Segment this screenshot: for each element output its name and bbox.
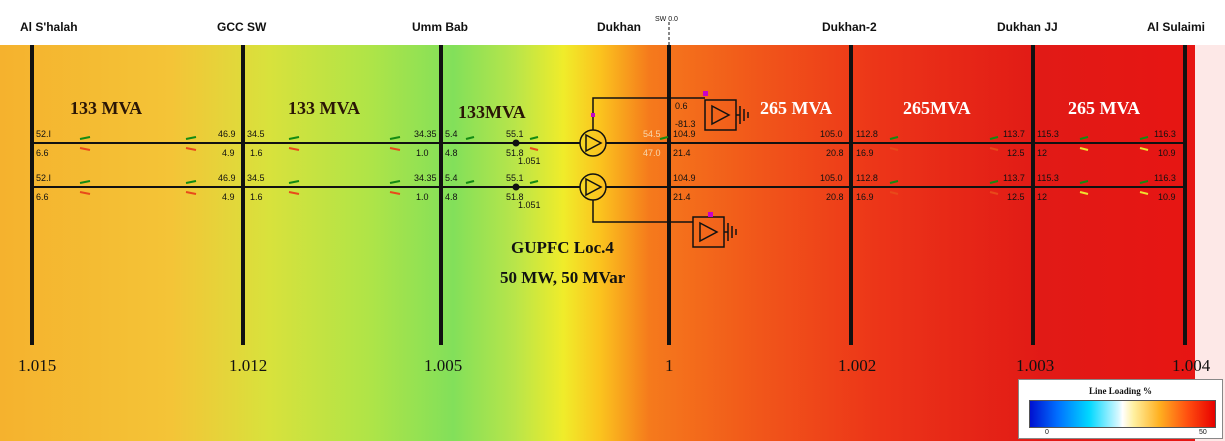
shunt-flow-value: -81.3 [675,119,696,129]
flow-value: 55.1 [506,173,524,183]
flow-value: 51.8 [506,192,524,202]
flow-value: 20.8 [826,148,844,158]
flow-value: 10.9 [1158,192,1176,202]
flow-value: 113.7 [1003,129,1025,139]
flow-value: 113.7 [1003,173,1025,183]
legend-title: Line Loading % [1088,386,1153,396]
flow-value: 105.0 [820,129,843,139]
flow-value: 16.9 [856,192,874,202]
bus-voltage-dukhan-jj: 1.003 [1016,356,1055,375]
bus-voltage-al-sulaimi: 1.004 [1172,356,1211,375]
flow-value: 116.3 [1154,129,1176,139]
flow-value: 6.6 [36,192,49,202]
line-rating: 265MVA [903,98,971,118]
flow-value: 10.9 [1158,148,1176,158]
bus-name-dukhan-jj: Dukhan JJ [997,20,1058,34]
bus-bars [30,45,1187,345]
flow-value: 54.5 [643,129,661,139]
bus-voltage-dukhan: 1 [665,356,674,375]
line-rating: 133MVA [458,102,526,122]
flow-value: 105.0 [820,173,843,183]
gupfc-series-transformer-1 [579,129,607,157]
flow-value: 12.5 [1007,148,1025,158]
flow-value: 4.8 [445,192,458,202]
legend-min: 0 [1045,429,1049,436]
bus-voltage-al-shalah: 1.015 [18,356,57,375]
flow-value: 115.3 [1037,129,1059,139]
flow-value: 1.051 [518,200,541,210]
flow-value: 34.5 [247,173,265,183]
gupfc-label-line1: GUPFC Loc.4 [511,238,614,257]
shunt-flow-value: 0.6 [675,101,688,111]
gupfc-label-line2: 50 MW, 50 MVar [500,268,626,287]
flow-value: 52.I [36,173,52,183]
flow-value: 20.8 [826,192,844,202]
bus-name-umm-bab: Umm Bab [412,20,469,34]
flow-value: 52.I [36,129,52,139]
flow-value: 46.9 [218,129,236,139]
flow-value: 12 [1037,148,1048,158]
flow-value: 21.4 [673,192,691,202]
flow-value: 1.6 [250,192,263,202]
flow-value: 1.051 [518,156,541,166]
flow-value: 21.4 [673,148,691,158]
bus-name-gcc-sw: GCC SW [217,20,267,34]
flow-value: 104.9 [673,173,696,183]
flow-value: 12.5 [1007,192,1025,202]
transmission-lines [32,142,1185,188]
line-loading-legend: Line Loading % 0 50 [1018,379,1223,439]
flow-value: 47.0 [643,148,661,158]
gupfc-series-transformer-2 [579,173,607,201]
flow-value: 51.8 [506,148,524,158]
flow-value: 116.3 [1154,173,1176,183]
legend-max: 50 [1199,429,1207,436]
flow-value: 5.4 [445,129,458,139]
flow-value: 34.35 [414,173,437,183]
flow-value: 4.9 [222,192,235,202]
line-rating: 265 MVA [1068,98,1141,118]
gupfc-shunt-top [592,97,749,131]
flow-value: 1.0 [416,148,429,158]
gupfc-shunt-bottom [592,200,737,248]
flow-value: 12 [1037,192,1048,202]
flow-value: 16.9 [856,148,874,158]
flow-value: 104.9 [673,129,696,139]
flow-value: 1.0 [416,192,429,202]
flow-value: 55.1 [506,129,524,139]
flow-value: 4.8 [445,148,458,158]
bus-name-dukhan: Dukhan [597,20,642,34]
bus-name-al-sulaimi: Al Sulaimi [1147,20,1206,34]
flow-value: 1.6 [250,148,263,158]
line-rating: 133 MVA [288,98,361,118]
bus-voltage-gcc-sw: 1.012 [229,356,268,375]
bus-voltage-umm-bab: 1.005 [424,356,463,375]
flow-value: 112.8 [856,129,878,139]
switch-label: SW 0.0 [655,16,678,23]
flow-value: 112.8 [856,173,878,183]
line-rating: 133 MVA [70,98,143,118]
flow-value: 46.9 [218,173,236,183]
legend-color-scale [1029,400,1216,428]
flow-value: 34.35 [414,129,437,139]
line-rating: 265 MVA [760,98,833,118]
flow-value: 6.6 [36,148,49,158]
flow-value: 34.5 [247,129,265,139]
flow-value: 4.9 [222,148,235,158]
bus-voltage-dukhan-2: 1.002 [838,356,877,375]
bus-name-dukhan-2: Dukhan-2 [822,20,877,34]
flow-value: 5.4 [445,173,458,183]
flow-arrows [79,136,1149,195]
bus-name-al-shalah: Al S'halah [20,20,78,34]
flow-value: 115.3 [1037,173,1059,183]
